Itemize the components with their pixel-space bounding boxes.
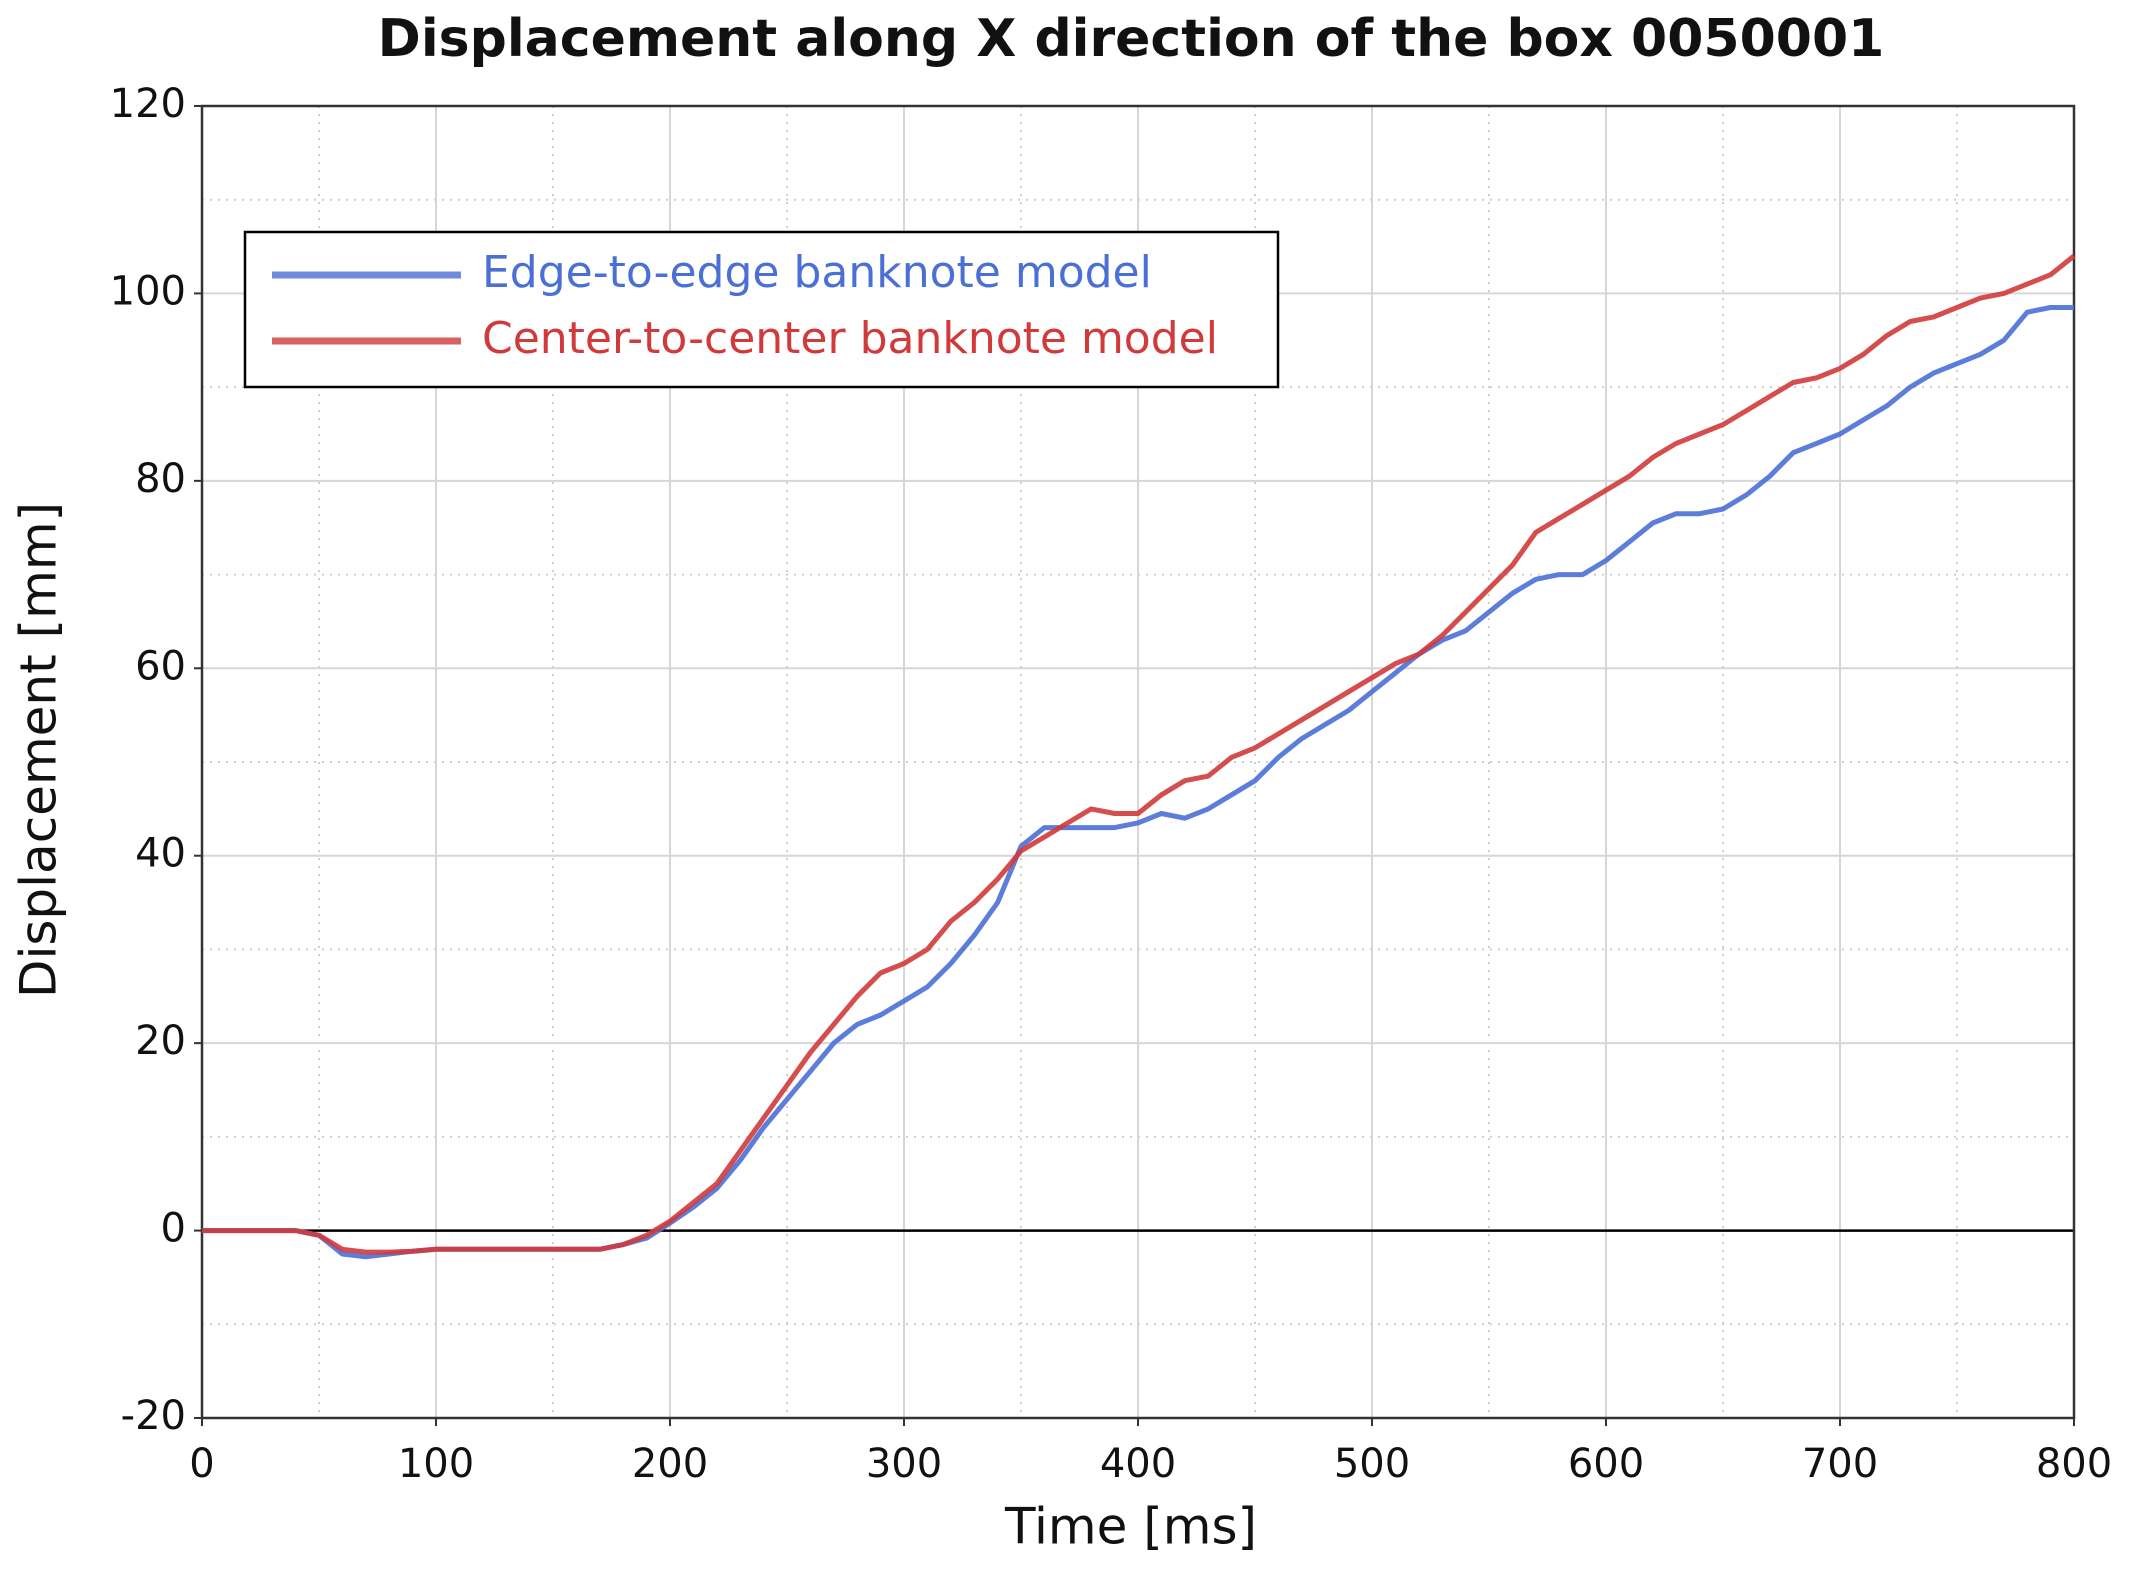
x-tick-label: 400 xyxy=(1100,1441,1176,1487)
chart-title: Displacement along X direction of the bo… xyxy=(378,9,1885,69)
x-tick-label: 200 xyxy=(632,1441,708,1487)
y-tick-label: 120 xyxy=(110,81,186,127)
x-tick-label: 300 xyxy=(866,1441,942,1487)
y-tick-label: 20 xyxy=(135,1018,186,1064)
y-tick-label: 60 xyxy=(135,643,186,689)
x-tick-label: 600 xyxy=(1568,1441,1644,1487)
y-tick-label: 40 xyxy=(135,831,186,877)
legend-label: Edge-to-edge banknote model xyxy=(482,247,1152,298)
x-tick-label: 100 xyxy=(398,1441,474,1487)
x-tick-label: 500 xyxy=(1334,1441,1410,1487)
x-tick-label: 0 xyxy=(189,1441,214,1487)
legend-label: Center-to-center banknote model xyxy=(482,313,1218,364)
y-tick-label: 100 xyxy=(110,268,186,314)
plot-frame xyxy=(200,104,2076,1420)
y-tick-label: 0 xyxy=(161,1206,186,1252)
series-line xyxy=(202,253,2076,1255)
y-tick-label: -20 xyxy=(121,1393,186,1439)
x-tick-label: 800 xyxy=(2036,1441,2112,1487)
x-axis-label: Time [ms] xyxy=(1004,1498,1257,1556)
y-axis-label: Displacement [mm] xyxy=(10,502,68,998)
y-tick-label: 80 xyxy=(135,456,186,502)
legend-box xyxy=(243,230,1280,389)
x-tick-label: 700 xyxy=(1802,1441,1878,1487)
